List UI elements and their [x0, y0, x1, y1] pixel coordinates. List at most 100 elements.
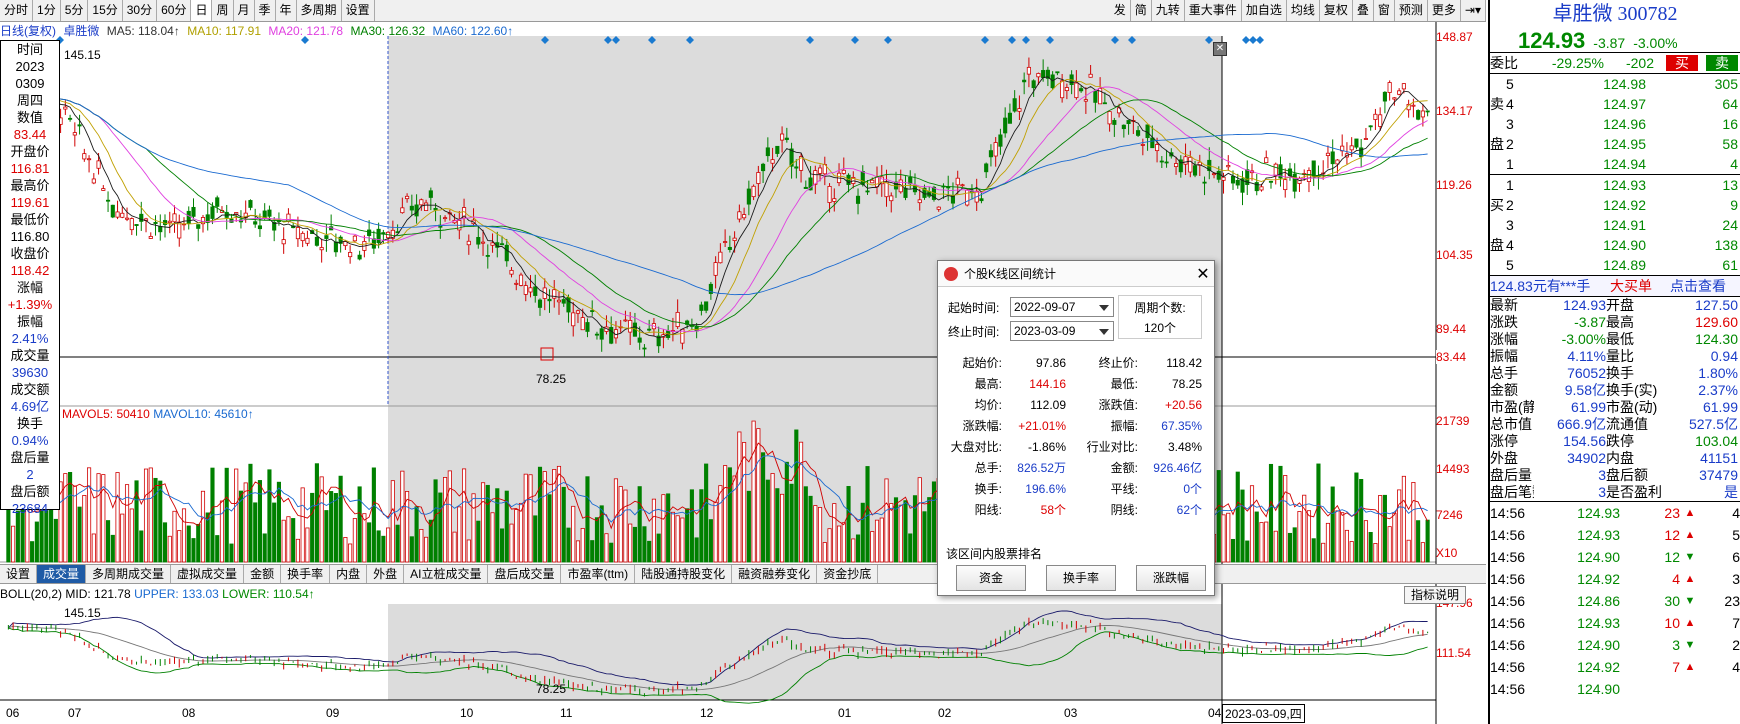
period-tab-active[interactable]: 日	[191, 0, 213, 21]
candle-body	[443, 217, 448, 220]
info-value: 2	[26, 467, 34, 482]
tool-button[interactable]: 预测	[1395, 0, 1428, 21]
end-time-label: 终止时间:	[948, 324, 1000, 339]
stat-value: 62个	[1176, 503, 1202, 517]
period-tab[interactable]: 60分	[157, 0, 192, 21]
start-time-select[interactable]: 2022-09-07	[1010, 297, 1114, 317]
candle-body	[248, 200, 253, 208]
tool-button[interactable]: 发	[1110, 0, 1131, 21]
period-tab[interactable]: 年	[276, 0, 297, 21]
period-tab[interactable]: 1分	[33, 0, 61, 21]
indicator-tab[interactable]: 资金抄底	[817, 565, 879, 583]
view-link[interactable]: 点击查看	[1670, 278, 1726, 294]
rank-turnover-button[interactable]: 换手率	[1046, 565, 1116, 591]
volume-bar	[1397, 489, 1402, 563]
period-tab[interactable]: 周	[212, 0, 234, 21]
arrow-up-icon: ▲	[1684, 529, 1696, 541]
volume-bar	[1359, 479, 1364, 563]
rank-fund-button[interactable]: 资金	[956, 565, 1026, 591]
indicator-tab[interactable]: 市盈率(ttm)	[561, 565, 636, 583]
candle-body	[1363, 138, 1368, 140]
indicator-help-button[interactable]: 指标说明	[1404, 586, 1467, 604]
period-tab[interactable]: 分时	[0, 0, 34, 21]
book-side-label	[1490, 215, 1506, 235]
book-volume: 64	[1722, 96, 1738, 112]
period-tab[interactable]: 5分	[61, 0, 89, 21]
high-price-label: 145.15	[64, 48, 101, 62]
candle-body	[186, 210, 191, 224]
settings-tab[interactable]: 设置	[342, 0, 375, 21]
volume-bar	[1278, 465, 1283, 563]
volume-bar	[243, 482, 248, 563]
tick-volume: 12	[1664, 527, 1680, 543]
quote-stat-value: 76052	[1567, 365, 1606, 381]
candle-body	[1278, 164, 1283, 179]
volume-bar	[120, 513, 125, 563]
big-order-bar[interactable]: 124.83元有 ***手 大买单 点击查看	[1490, 276, 1740, 296]
quote-stat-value: 129.60	[1695, 314, 1738, 330]
end-time-select[interactable]: 2023-03-09	[1010, 321, 1114, 341]
period-tab[interactable]: 月	[234, 0, 255, 21]
tool-button[interactable]: ⇥▾	[1461, 0, 1486, 21]
period-tab[interactable]: 多周期	[297, 0, 342, 21]
tick-row: 14:56 124.93 23 ▲ 4	[1490, 502, 1740, 524]
candle-body	[832, 198, 837, 202]
indicator-tab-settings[interactable]: 设置	[0, 565, 38, 583]
rank-change-button[interactable]: 涨跌幅	[1136, 565, 1206, 591]
tool-button[interactable]: 均线	[1287, 0, 1320, 21]
close-icon[interactable]: ✕	[1196, 265, 1210, 283]
volume-bar	[471, 493, 476, 563]
candle-body	[1060, 80, 1065, 99]
tool-button[interactable]: 叠	[1353, 0, 1374, 21]
indicator-tab[interactable]: 金额	[244, 565, 282, 583]
tool-button[interactable]: 加自选	[1242, 0, 1287, 21]
indicator-tab[interactable]: 陆股通持股变化	[635, 565, 733, 583]
tool-button[interactable]: 窗	[1374, 0, 1395, 21]
candle-body	[196, 224, 201, 229]
volume-bar	[1325, 522, 1331, 563]
book-price: 124.90	[1603, 237, 1646, 253]
buy-button[interactable]: 买	[1666, 55, 1698, 71]
quote-stat-row: 总手 76052 换手 1.80%	[1490, 365, 1740, 382]
book-side-label: 盘	[1490, 237, 1504, 253]
event-marker	[1256, 36, 1264, 44]
volume-bar	[912, 495, 918, 563]
volume-bar	[333, 493, 338, 563]
indicator-tab[interactable]: 多周期成交量	[86, 565, 172, 583]
stats-row: 换手: 196.6% 平线: 0个	[938, 479, 1216, 500]
start-time-row: 起始时间: 2022-09-07	[938, 295, 1214, 319]
candle-body	[1088, 73, 1093, 78]
tool-button[interactable]: 九转	[1152, 0, 1185, 21]
indicator-tab[interactable]: 盘后成交量	[488, 565, 562, 583]
close-range-icon[interactable]: ✕	[1213, 42, 1227, 56]
indicator-tab[interactable]: 虚拟成交量	[171, 565, 245, 583]
boll-low-label: 78.25	[536, 682, 567, 696]
event-marker	[301, 36, 309, 44]
quote-stat-value: -3.00%	[1561, 331, 1606, 347]
kline-chart[interactable]	[0, 22, 1486, 724]
boll-axis-label: 111.54	[1436, 646, 1471, 660]
tool-button[interactable]: 更多	[1428, 0, 1461, 21]
indicator-tab[interactable]: 内盘	[330, 565, 368, 583]
tool-button[interactable]: 复权	[1320, 0, 1353, 21]
ma60-line	[8, 89, 1428, 296]
period-tab[interactable]: 30分	[123, 0, 158, 21]
tick-price: 124.90	[1577, 637, 1620, 653]
candle-body	[575, 310, 581, 314]
indicator-tab[interactable]: 融资融券变化	[732, 565, 818, 583]
volume-bar	[447, 470, 452, 563]
period-tab[interactable]: 季	[255, 0, 276, 21]
indicator-tab[interactable]: AI立桩成交量	[404, 565, 489, 583]
info-value: 2.41%	[11, 331, 49, 346]
period-tab[interactable]: 15分	[88, 0, 123, 21]
tool-button[interactable]: 简	[1131, 0, 1152, 21]
tool-button[interactable]: 重大事件	[1185, 0, 1242, 21]
book-price: 124.89	[1603, 257, 1646, 273]
volume-bar	[514, 509, 519, 563]
candle-body	[979, 198, 984, 202]
indicator-tab[interactable]: 换手率	[281, 565, 331, 583]
sell-button[interactable]: 卖	[1706, 55, 1738, 71]
volume-bar	[803, 486, 808, 563]
indicator-tab[interactable]: 外盘	[367, 565, 405, 583]
indicator-tab-active[interactable]: 成交量	[37, 565, 87, 583]
